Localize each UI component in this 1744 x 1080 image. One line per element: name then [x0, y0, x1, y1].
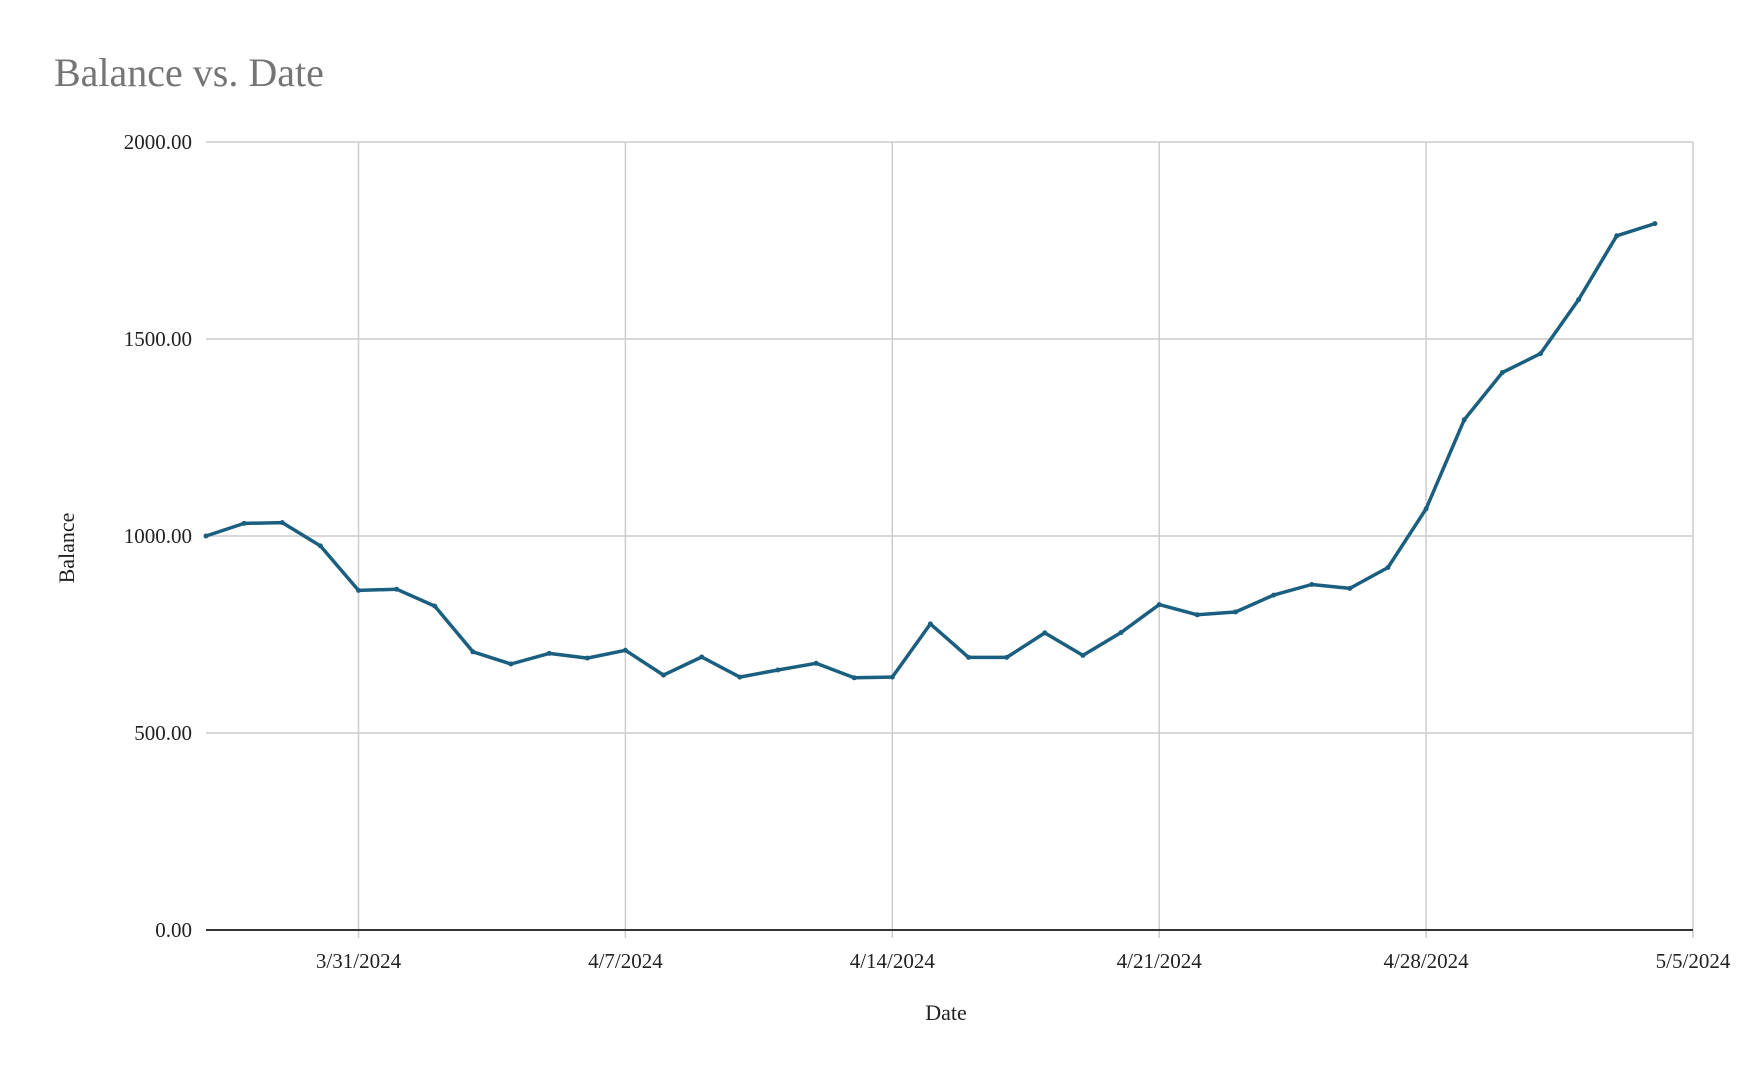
data-point: [1004, 654, 1010, 660]
data-point: [1652, 221, 1658, 227]
x-tick-label: 4/21/2024: [1117, 949, 1203, 973]
x-tick-label: 5/5/2024: [1656, 949, 1731, 973]
data-point: [737, 674, 743, 680]
data-point: [394, 586, 400, 592]
data-point: [927, 621, 933, 627]
x-axis-label: Date: [925, 1000, 967, 1025]
axes: 0.00 500.00 1000.00 1500.00 2000.00 3/31/2024…: [124, 130, 1731, 973]
balance-series-line: [204, 221, 1657, 680]
data-point: [470, 649, 476, 655]
data-point: [1347, 585, 1353, 591]
data-point: [1576, 297, 1582, 303]
data-point: [203, 533, 209, 539]
data-point: [546, 650, 552, 656]
y-axis-label: Balance: [54, 513, 79, 584]
data-point: [584, 655, 590, 661]
data-point: [813, 660, 819, 666]
series-layer: [203, 221, 1658, 681]
x-tick-label: 3/31/2024: [316, 949, 402, 973]
data-point: [661, 672, 666, 678]
data-point: [279, 520, 285, 526]
x-tick-label: 4/28/2024: [1384, 949, 1470, 973]
data-point: [1499, 370, 1505, 375]
data-point: [1118, 630, 1124, 635]
y-tick-label: 500.00: [134, 721, 192, 745]
data-point: [622, 647, 628, 653]
x-tick-label: 4/7/2024: [588, 949, 663, 973]
data-point: [966, 654, 972, 660]
gridlines: [206, 141, 1694, 938]
data-point: [1233, 609, 1238, 615]
data-point: [1042, 630, 1048, 636]
chart-title: Balance vs. Date: [54, 50, 324, 95]
data-point: [1309, 582, 1315, 587]
data-point: [699, 654, 705, 660]
data-point: [1194, 612, 1200, 618]
y-tick-label: 1500.00: [124, 327, 192, 351]
data-point: [775, 667, 781, 673]
data-point: [851, 675, 857, 681]
data-point: [432, 603, 438, 609]
data-point: [1385, 565, 1391, 570]
data-point: [1538, 351, 1543, 357]
data-point: [1271, 592, 1277, 598]
data-point: [1461, 417, 1467, 423]
y-tick-label: 2000.00: [124, 130, 192, 154]
y-tick-label: 0.00: [155, 918, 192, 942]
x-tick-label: 4/14/2024: [850, 949, 936, 973]
data-point: [889, 674, 895, 680]
data-point: [508, 661, 514, 667]
y-tick-label: 1000.00: [124, 524, 192, 548]
data-point: [1614, 233, 1620, 239]
data-point: [356, 587, 361, 593]
data-point: [1423, 506, 1429, 512]
data-point: [317, 543, 323, 549]
data-point: [241, 520, 247, 526]
data-point: [1080, 652, 1086, 658]
data-point: [1156, 602, 1162, 608]
